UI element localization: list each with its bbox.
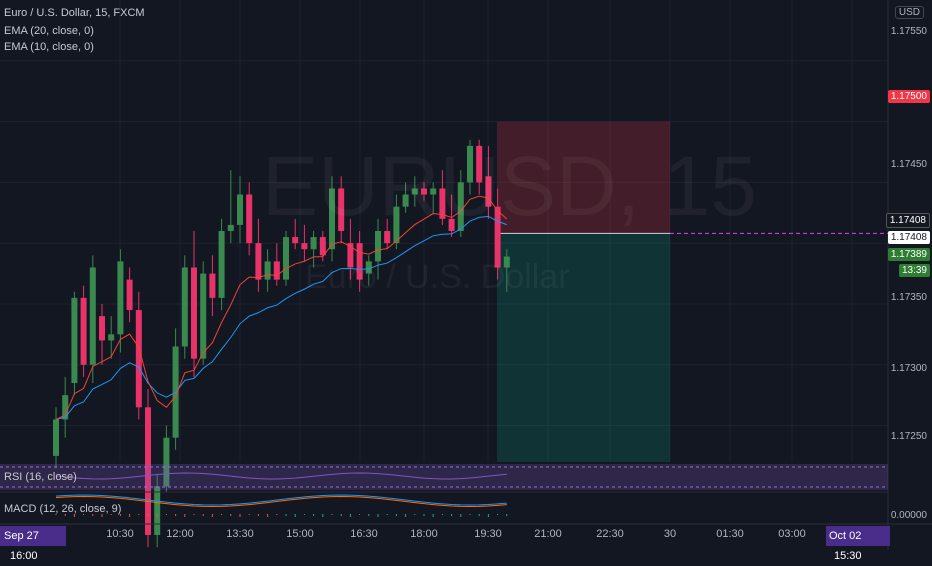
countdown-label: 13:39 <box>898 264 930 277</box>
candle-body <box>338 188 345 231</box>
macd-signal-line <box>55 495 507 508</box>
crosshair-price-label: 1.17408 <box>887 231 930 244</box>
candle-body <box>71 297 78 383</box>
candle-body <box>347 243 354 268</box>
candle-body <box>62 395 69 420</box>
last-price-label: 1.17389 <box>887 248 930 261</box>
candle-body <box>209 273 216 298</box>
candle-body <box>393 206 400 244</box>
price-chart[interactable] <box>0 0 932 550</box>
time-tick: 12:00 <box>166 528 194 540</box>
currency-button[interactable]: USD <box>894 6 924 19</box>
candle-body <box>227 224 234 231</box>
time-tick: 19:30 <box>474 528 502 540</box>
candle-body <box>181 267 188 347</box>
candle-body <box>273 261 280 280</box>
macd-line <box>55 494 507 506</box>
symbol-watermark: EURUSD, 15 <box>262 139 757 233</box>
candle-body <box>163 437 170 487</box>
price-tick: 1.17450 <box>890 159 927 170</box>
entry-price-label: 1.17408 <box>885 213 930 228</box>
symbol-legend[interactable]: Euro / U.S. Dollar, 15, FXCM <box>4 7 145 19</box>
candle-body <box>411 188 418 195</box>
ema10-legend[interactable]: EMA (10, close, 0) <box>4 41 94 53</box>
time-tick: 21:00 <box>534 528 562 540</box>
candle-body <box>457 182 464 231</box>
candle-body <box>89 267 96 365</box>
candle-body <box>476 145 483 183</box>
macd-legend[interactable]: MACD (12, 26, close, 9) <box>4 503 122 515</box>
candle-body <box>145 407 151 535</box>
time-tick: 30 <box>663 528 677 540</box>
price-tick: 1.17300 <box>890 363 927 374</box>
candle-body <box>365 261 372 274</box>
target-price-label: 1.17500 <box>887 90 930 103</box>
candle-body <box>467 145 473 183</box>
candle-body <box>292 237 299 244</box>
candle-body <box>117 261 124 335</box>
candle-body <box>356 243 363 280</box>
end-time: 15:30 <box>834 550 862 562</box>
stop-zone <box>497 121 670 234</box>
start-date: Sep 27 <box>4 530 39 542</box>
candle-body <box>99 316 105 341</box>
candle-body <box>301 243 308 250</box>
candle-body <box>485 176 492 207</box>
symbol-name-watermark: Euro / U.S. Dollar <box>305 258 570 296</box>
candle-body <box>108 334 115 341</box>
candle-body <box>80 297 87 365</box>
candle-body <box>200 273 207 359</box>
candle-body <box>191 267 197 359</box>
time-tick: 16:30 <box>350 528 378 540</box>
time-tick: 22:30 <box>596 528 624 540</box>
candle-body <box>283 237 289 280</box>
start-time: 16:00 <box>10 550 38 562</box>
price-tick: 1.17350 <box>890 292 927 303</box>
candle-body <box>439 188 446 219</box>
ema20-legend[interactable]: EMA (20, close, 0) <box>4 25 94 37</box>
candle-body <box>246 194 253 244</box>
time-tick: 10:30 <box>106 528 134 540</box>
candle-body <box>126 279 133 311</box>
candle-body <box>264 261 271 280</box>
price-tick: 1.17250 <box>890 431 927 442</box>
time-start-label: Sep 27 16:00 <box>0 526 66 562</box>
time-tick: 01:30 <box>716 528 744 540</box>
target-zone <box>497 233 670 462</box>
time-tick: 03:00 <box>778 528 806 540</box>
rsi-line <box>55 472 507 480</box>
candle-body <box>421 188 427 195</box>
price-tick: 1.17550 <box>890 26 927 37</box>
candle-body <box>218 231 225 298</box>
rsi-legend[interactable]: RSI (16, close) <box>4 471 77 483</box>
candle-body <box>384 231 391 244</box>
candle-body <box>53 419 59 456</box>
candle-body <box>255 243 262 280</box>
candle-body <box>329 188 335 250</box>
time-tick: 13:30 <box>226 528 254 540</box>
end-date: Oct 02 <box>829 530 862 542</box>
time-tick: 18:00 <box>410 528 438 540</box>
macd-value-label: 0.00000 <box>890 510 927 521</box>
candle-body <box>375 231 381 262</box>
ema20-line <box>55 215 507 420</box>
candle-body <box>494 206 501 268</box>
candle-body <box>237 194 243 225</box>
time-end-label: Oct 02 15:30 <box>826 526 890 562</box>
candle-body <box>310 237 317 250</box>
candle-body <box>154 486 161 535</box>
rsi-band <box>0 464 888 490</box>
candle-body <box>135 310 142 408</box>
time-tick: 15:00 <box>286 528 314 540</box>
candle-body <box>448 218 455 231</box>
ema10-line <box>55 195 508 420</box>
candle-body <box>430 188 437 195</box>
candle-body <box>402 194 409 207</box>
candle-body <box>503 256 510 268</box>
candle-body <box>319 237 326 256</box>
